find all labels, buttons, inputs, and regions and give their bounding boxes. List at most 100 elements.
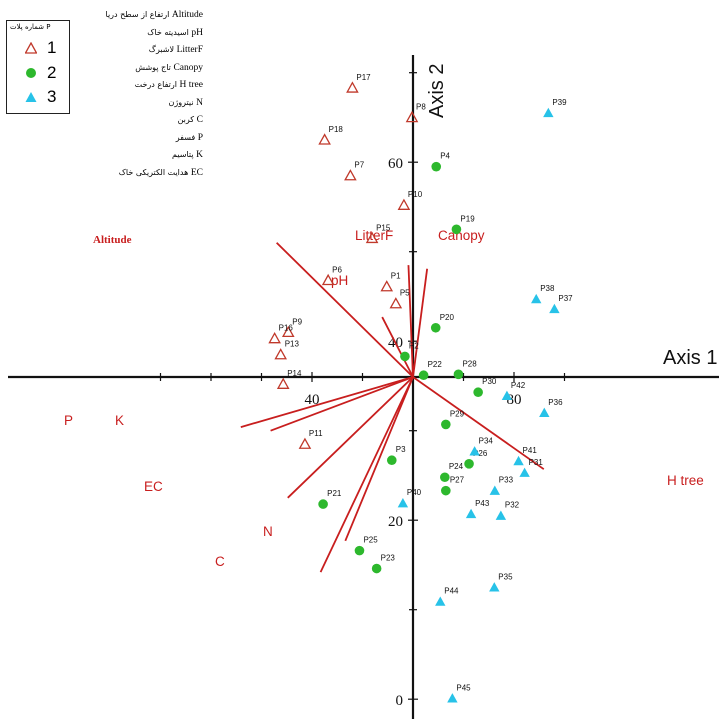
vector-label: Altitude: [93, 234, 132, 246]
point-marker: [418, 370, 429, 381]
point-label: P8: [416, 102, 426, 111]
point-label: P17: [356, 73, 371, 82]
point-marker: [276, 377, 290, 389]
key-item: Altitude ارتفاع از سطح دریا: [105, 10, 204, 20]
vector-canopy: [412, 268, 429, 378]
x-axis-title: Axis 1: [663, 347, 717, 369]
key-item: EC هدایت الکتریکی خاک: [118, 167, 203, 178]
y-tick-label: 0: [396, 693, 404, 709]
point-marker: [464, 459, 474, 469]
key-item: N نیتروژن: [168, 97, 204, 108]
vector-label: N: [263, 524, 273, 539]
point-marker: [386, 455, 397, 466]
point-label: P22: [428, 360, 443, 369]
point-label: P36: [548, 398, 563, 407]
point-marker: [318, 499, 328, 509]
point-marker: [274, 348, 287, 360]
point-label: P2: [409, 341, 419, 350]
legend: P شماره پلات 1 2 3: [6, 20, 70, 114]
key-item: Canopy تاج پوشش: [135, 62, 203, 73]
point-label: P29: [450, 409, 465, 418]
point-label: P25: [363, 536, 378, 545]
point-marker: [441, 485, 451, 496]
point-marker: [321, 273, 335, 286]
y-tick-label: 20: [388, 514, 403, 530]
point-label: P9: [292, 317, 302, 326]
vector-n: [344, 376, 414, 542]
point-label: P45: [456, 683, 471, 692]
key-item: P فسفر: [175, 132, 203, 143]
point-marker: [397, 198, 411, 210]
point-marker: [489, 582, 500, 592]
point-marker: [519, 467, 530, 477]
key-item: pH اسیدیته خاک: [147, 27, 203, 38]
point-label: P31: [529, 458, 544, 467]
point-marker: [318, 133, 331, 145]
point-label: P27: [450, 476, 465, 485]
point-label: P40: [407, 488, 422, 497]
x-tick-label: 40: [305, 392, 320, 408]
cyan-triangle-icon: [25, 92, 37, 102]
point-label: P43: [475, 499, 490, 508]
point-label: P42: [511, 381, 526, 390]
point-marker: [346, 81, 359, 93]
point-marker: [441, 419, 451, 430]
point-label: P44: [444, 587, 459, 596]
point-marker: [405, 110, 419, 123]
y-axis-title: Axis 2: [426, 64, 448, 118]
legend-item-1: 1: [25, 38, 56, 58]
point-marker: [473, 387, 483, 398]
point-label: P5: [400, 289, 410, 298]
point-label: P4: [440, 152, 450, 161]
point-label: P11: [309, 429, 323, 438]
point-label: P30: [482, 377, 497, 386]
vector-label: K: [115, 413, 124, 428]
point-marker: [281, 325, 295, 338]
point-marker: [268, 331, 281, 344]
point-label: P15: [376, 223, 391, 232]
vector-label: EC: [144, 479, 163, 494]
point-label: P37: [558, 294, 573, 303]
point-marker: [400, 351, 410, 362]
vector-ph: [381, 316, 414, 378]
key-item: H tree ارتفاع درخت: [134, 80, 203, 90]
point-label: P14: [287, 369, 302, 378]
point-marker: [469, 446, 480, 456]
point-label: P32: [505, 501, 520, 510]
point-label: P6: [332, 265, 342, 274]
point-marker: [531, 293, 542, 304]
point-marker: [435, 596, 446, 606]
point-marker: [344, 169, 357, 181]
vector-label: Canopy: [438, 228, 485, 243]
vector-k: [270, 376, 414, 432]
point-marker: [451, 224, 462, 235]
point-marker: [495, 510, 507, 520]
legend-item-3: 3: [25, 87, 56, 107]
point-marker: [549, 303, 560, 314]
point-label: P39: [552, 98, 567, 107]
key-item: K پتاسیم: [172, 150, 203, 160]
variable-key: Altitude ارتفاع از سطح دریا pH اسیدیته خ…: [78, 10, 204, 185]
vector-label: P: [64, 413, 73, 428]
key-item: LitterF لاشبرگ: [148, 45, 203, 55]
point-label: P18: [329, 125, 344, 134]
vector-label: C: [215, 554, 225, 569]
point-marker: [453, 369, 464, 380]
point-marker: [501, 390, 513, 400]
vector-litterf: [407, 265, 414, 378]
point-label: P23: [381, 554, 396, 563]
point-label: P21: [327, 489, 342, 498]
y-tick-label: 60: [388, 156, 403, 172]
point-marker: [465, 508, 477, 519]
point-marker: [489, 485, 501, 495]
vector-label: pH: [331, 273, 348, 288]
point-marker: [539, 407, 550, 417]
point-label: P38: [540, 284, 555, 293]
point-label: P3: [396, 445, 406, 454]
legend-title: P شماره پلات: [10, 23, 51, 31]
point-marker: [430, 322, 441, 333]
point-label: P34: [479, 436, 494, 445]
point-label: P13: [285, 340, 300, 349]
